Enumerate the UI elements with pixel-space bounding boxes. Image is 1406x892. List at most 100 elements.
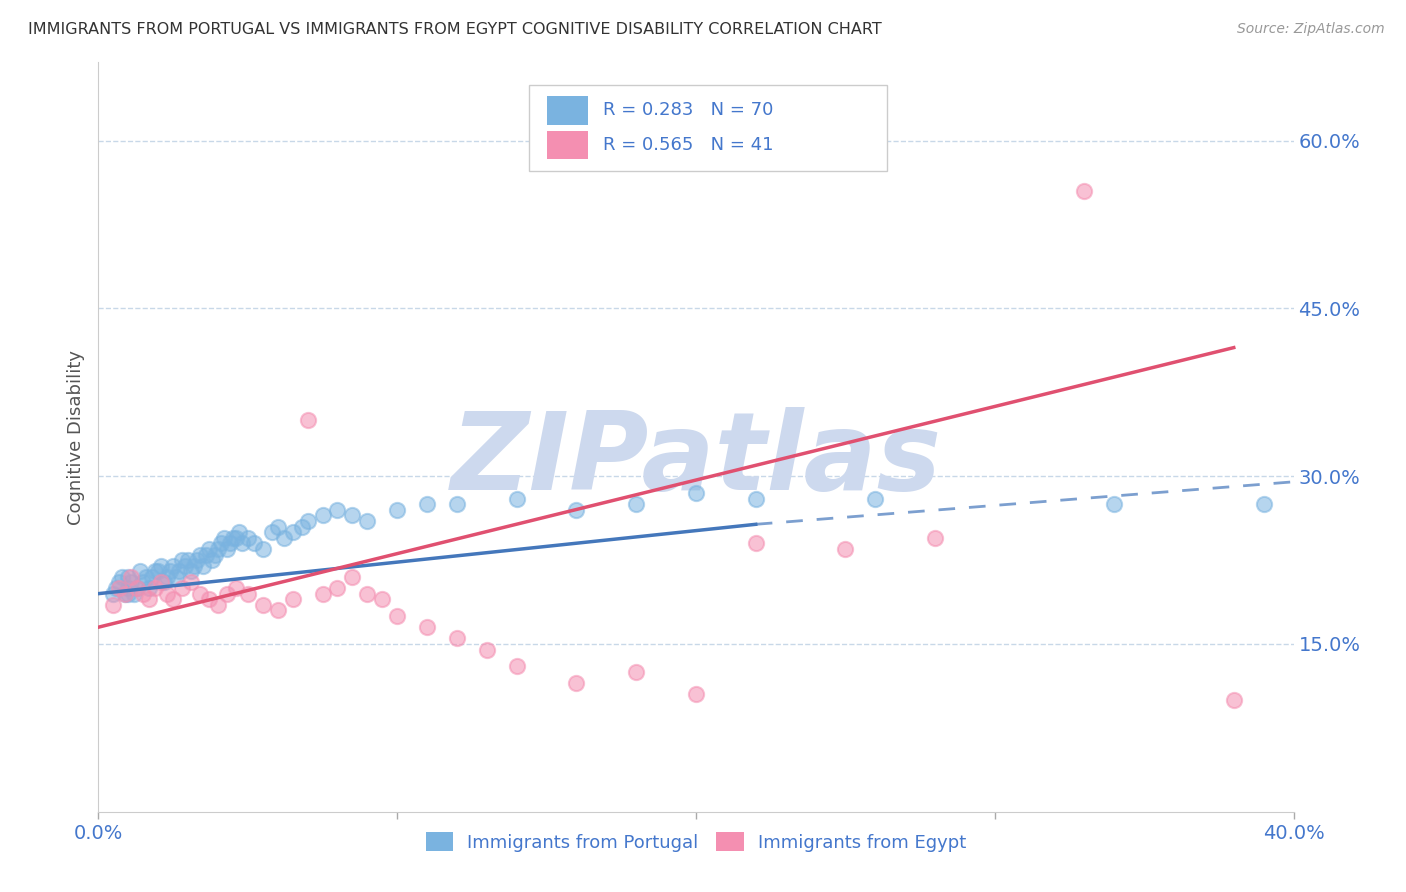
FancyBboxPatch shape — [547, 130, 589, 159]
Point — [446, 632, 468, 646]
Point — [297, 514, 319, 528]
Y-axis label: Cognitive Disability: Cognitive Disability — [66, 350, 84, 524]
Point — [215, 541, 238, 556]
Point — [191, 558, 214, 573]
Text: IMMIGRANTS FROM PORTUGAL VS IMMIGRANTS FROM EGYPT COGNITIVE DISABILITY CORRELATI: IMMIGRANTS FROM PORTUGAL VS IMMIGRANTS F… — [28, 22, 882, 37]
Point — [252, 541, 274, 556]
Point — [135, 570, 157, 584]
Point — [165, 570, 187, 584]
Point — [371, 592, 394, 607]
Point — [1223, 693, 1246, 707]
Point — [225, 531, 247, 545]
Point — [231, 536, 253, 550]
Point — [385, 502, 409, 516]
Point — [342, 508, 364, 523]
Point — [243, 536, 266, 550]
Point — [103, 598, 125, 612]
Point — [105, 581, 128, 595]
Point — [565, 676, 588, 690]
Point — [138, 592, 160, 607]
Point — [108, 581, 131, 595]
Point — [685, 486, 707, 500]
Text: R = 0.565   N = 41: R = 0.565 N = 41 — [603, 136, 773, 153]
Point — [342, 570, 364, 584]
Point — [281, 525, 304, 540]
Point — [124, 587, 146, 601]
Point — [1253, 497, 1275, 511]
Point — [150, 575, 173, 590]
Point — [141, 570, 163, 584]
Point — [219, 536, 242, 550]
Point — [159, 564, 181, 578]
Text: ZIPatlas: ZIPatlas — [450, 407, 942, 513]
Point — [143, 581, 166, 595]
Point — [129, 564, 152, 578]
Point — [120, 575, 142, 590]
Point — [446, 497, 468, 511]
Point — [416, 497, 439, 511]
Point — [162, 558, 184, 573]
Point — [201, 553, 224, 567]
Point — [108, 575, 131, 590]
Point — [924, 531, 946, 545]
Point — [150, 558, 173, 573]
Point — [207, 598, 229, 612]
Point — [565, 502, 588, 516]
Point — [103, 587, 125, 601]
Point — [1073, 184, 1095, 198]
Point — [138, 581, 160, 595]
Point — [215, 587, 238, 601]
Point — [198, 592, 221, 607]
Point — [311, 587, 333, 601]
Point — [291, 519, 314, 533]
Point — [212, 531, 235, 545]
Point — [172, 581, 194, 595]
Point — [385, 609, 409, 624]
Point — [111, 570, 134, 584]
Point — [127, 581, 149, 595]
Legend: Immigrants from Portugal, Immigrants from Egypt: Immigrants from Portugal, Immigrants fro… — [419, 825, 973, 859]
Point — [132, 575, 155, 590]
Point — [865, 491, 887, 506]
Point — [156, 570, 179, 584]
Point — [209, 536, 232, 550]
Point — [267, 603, 290, 617]
Point — [153, 575, 176, 590]
Point — [236, 587, 259, 601]
Point — [198, 541, 221, 556]
Point — [745, 491, 768, 506]
Point — [326, 581, 349, 595]
Point — [356, 514, 378, 528]
Point — [326, 502, 349, 516]
Point — [143, 564, 166, 578]
Point — [222, 531, 245, 545]
Point — [127, 581, 149, 595]
Point — [1104, 497, 1126, 511]
Point — [506, 659, 529, 673]
FancyBboxPatch shape — [547, 96, 589, 125]
Point — [267, 519, 290, 533]
Point — [188, 587, 211, 601]
Point — [117, 581, 139, 595]
Point — [416, 620, 439, 634]
Point — [834, 541, 856, 556]
Point — [745, 536, 768, 550]
Point — [180, 575, 202, 590]
Point — [311, 508, 333, 523]
Point — [195, 548, 218, 562]
Point — [228, 525, 250, 540]
Point — [260, 525, 283, 540]
Point — [117, 587, 139, 601]
Point — [183, 558, 205, 573]
Point — [114, 587, 136, 601]
Point — [356, 587, 378, 601]
Point — [156, 587, 179, 601]
Point — [180, 564, 202, 578]
Point — [236, 531, 259, 545]
Point — [167, 564, 190, 578]
Text: R = 0.283   N = 70: R = 0.283 N = 70 — [603, 102, 773, 120]
Point — [626, 665, 648, 679]
Point — [188, 548, 211, 562]
FancyBboxPatch shape — [529, 85, 887, 171]
Point — [114, 587, 136, 601]
